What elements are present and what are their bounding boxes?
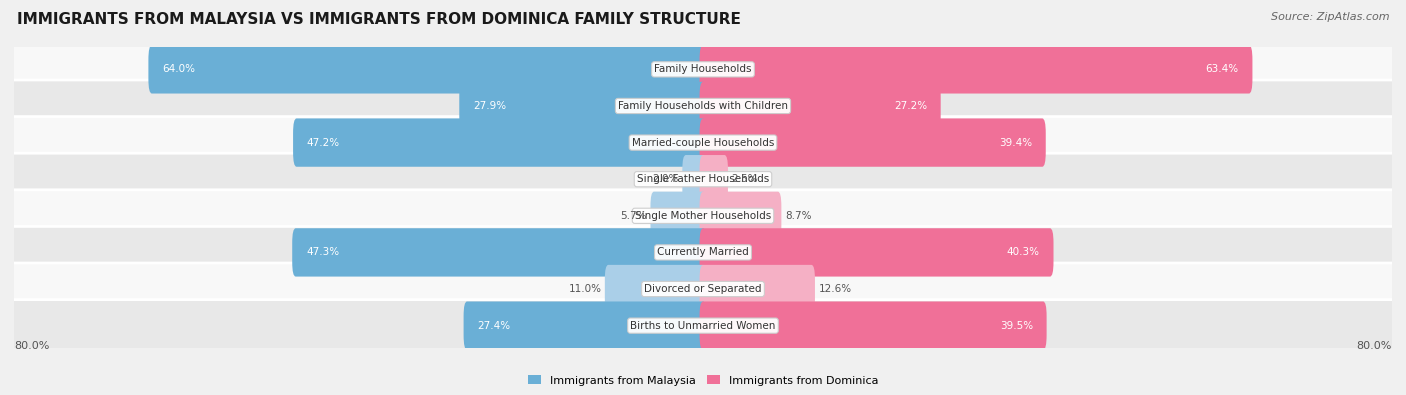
Text: Married-couple Households: Married-couple Households <box>631 137 775 148</box>
FancyBboxPatch shape <box>464 301 706 350</box>
Text: Currently Married: Currently Married <box>657 247 749 258</box>
Text: IMMIGRANTS FROM MALAYSIA VS IMMIGRANTS FROM DOMINICA FAMILY STRUCTURE: IMMIGRANTS FROM MALAYSIA VS IMMIGRANTS F… <box>17 12 741 27</box>
Text: 2.5%: 2.5% <box>731 174 758 184</box>
Text: 47.3%: 47.3% <box>307 247 339 258</box>
FancyBboxPatch shape <box>7 43 1399 95</box>
Text: 40.3%: 40.3% <box>1007 247 1039 258</box>
Text: Single Mother Households: Single Mother Households <box>636 211 770 221</box>
FancyBboxPatch shape <box>7 190 1399 242</box>
Text: 47.2%: 47.2% <box>307 137 340 148</box>
Text: 8.7%: 8.7% <box>785 211 811 221</box>
Text: 27.2%: 27.2% <box>894 101 927 111</box>
FancyBboxPatch shape <box>149 45 706 94</box>
FancyBboxPatch shape <box>700 82 941 130</box>
FancyBboxPatch shape <box>700 301 1046 350</box>
FancyBboxPatch shape <box>7 117 1399 169</box>
Text: 64.0%: 64.0% <box>162 64 195 74</box>
FancyBboxPatch shape <box>7 300 1399 352</box>
Text: 27.4%: 27.4% <box>478 321 510 331</box>
FancyBboxPatch shape <box>460 82 706 130</box>
FancyBboxPatch shape <box>7 263 1399 315</box>
Text: 12.6%: 12.6% <box>818 284 852 294</box>
Text: 80.0%: 80.0% <box>14 341 49 351</box>
Text: 39.5%: 39.5% <box>1000 321 1033 331</box>
FancyBboxPatch shape <box>682 155 706 203</box>
FancyBboxPatch shape <box>7 80 1399 132</box>
FancyBboxPatch shape <box>292 118 706 167</box>
FancyBboxPatch shape <box>700 265 815 313</box>
Text: 63.4%: 63.4% <box>1205 64 1239 74</box>
Text: 27.9%: 27.9% <box>472 101 506 111</box>
Text: 11.0%: 11.0% <box>568 284 602 294</box>
FancyBboxPatch shape <box>292 228 706 276</box>
Text: 2.0%: 2.0% <box>652 174 679 184</box>
FancyBboxPatch shape <box>700 118 1046 167</box>
FancyBboxPatch shape <box>700 155 728 203</box>
Legend: Immigrants from Malaysia, Immigrants from Dominica: Immigrants from Malaysia, Immigrants fro… <box>523 371 883 390</box>
Text: 80.0%: 80.0% <box>1357 341 1392 351</box>
Text: Single Father Households: Single Father Households <box>637 174 769 184</box>
Text: Family Households with Children: Family Households with Children <box>619 101 787 111</box>
FancyBboxPatch shape <box>651 192 706 240</box>
Text: Divorced or Separated: Divorced or Separated <box>644 284 762 294</box>
Text: 39.4%: 39.4% <box>998 137 1032 148</box>
FancyBboxPatch shape <box>700 192 782 240</box>
FancyBboxPatch shape <box>7 226 1399 278</box>
FancyBboxPatch shape <box>605 265 706 313</box>
FancyBboxPatch shape <box>700 45 1253 94</box>
Text: Family Households: Family Households <box>654 64 752 74</box>
Text: Source: ZipAtlas.com: Source: ZipAtlas.com <box>1271 12 1389 22</box>
FancyBboxPatch shape <box>700 228 1053 276</box>
Text: Births to Unmarried Women: Births to Unmarried Women <box>630 321 776 331</box>
FancyBboxPatch shape <box>7 153 1399 205</box>
Text: 5.7%: 5.7% <box>620 211 647 221</box>
